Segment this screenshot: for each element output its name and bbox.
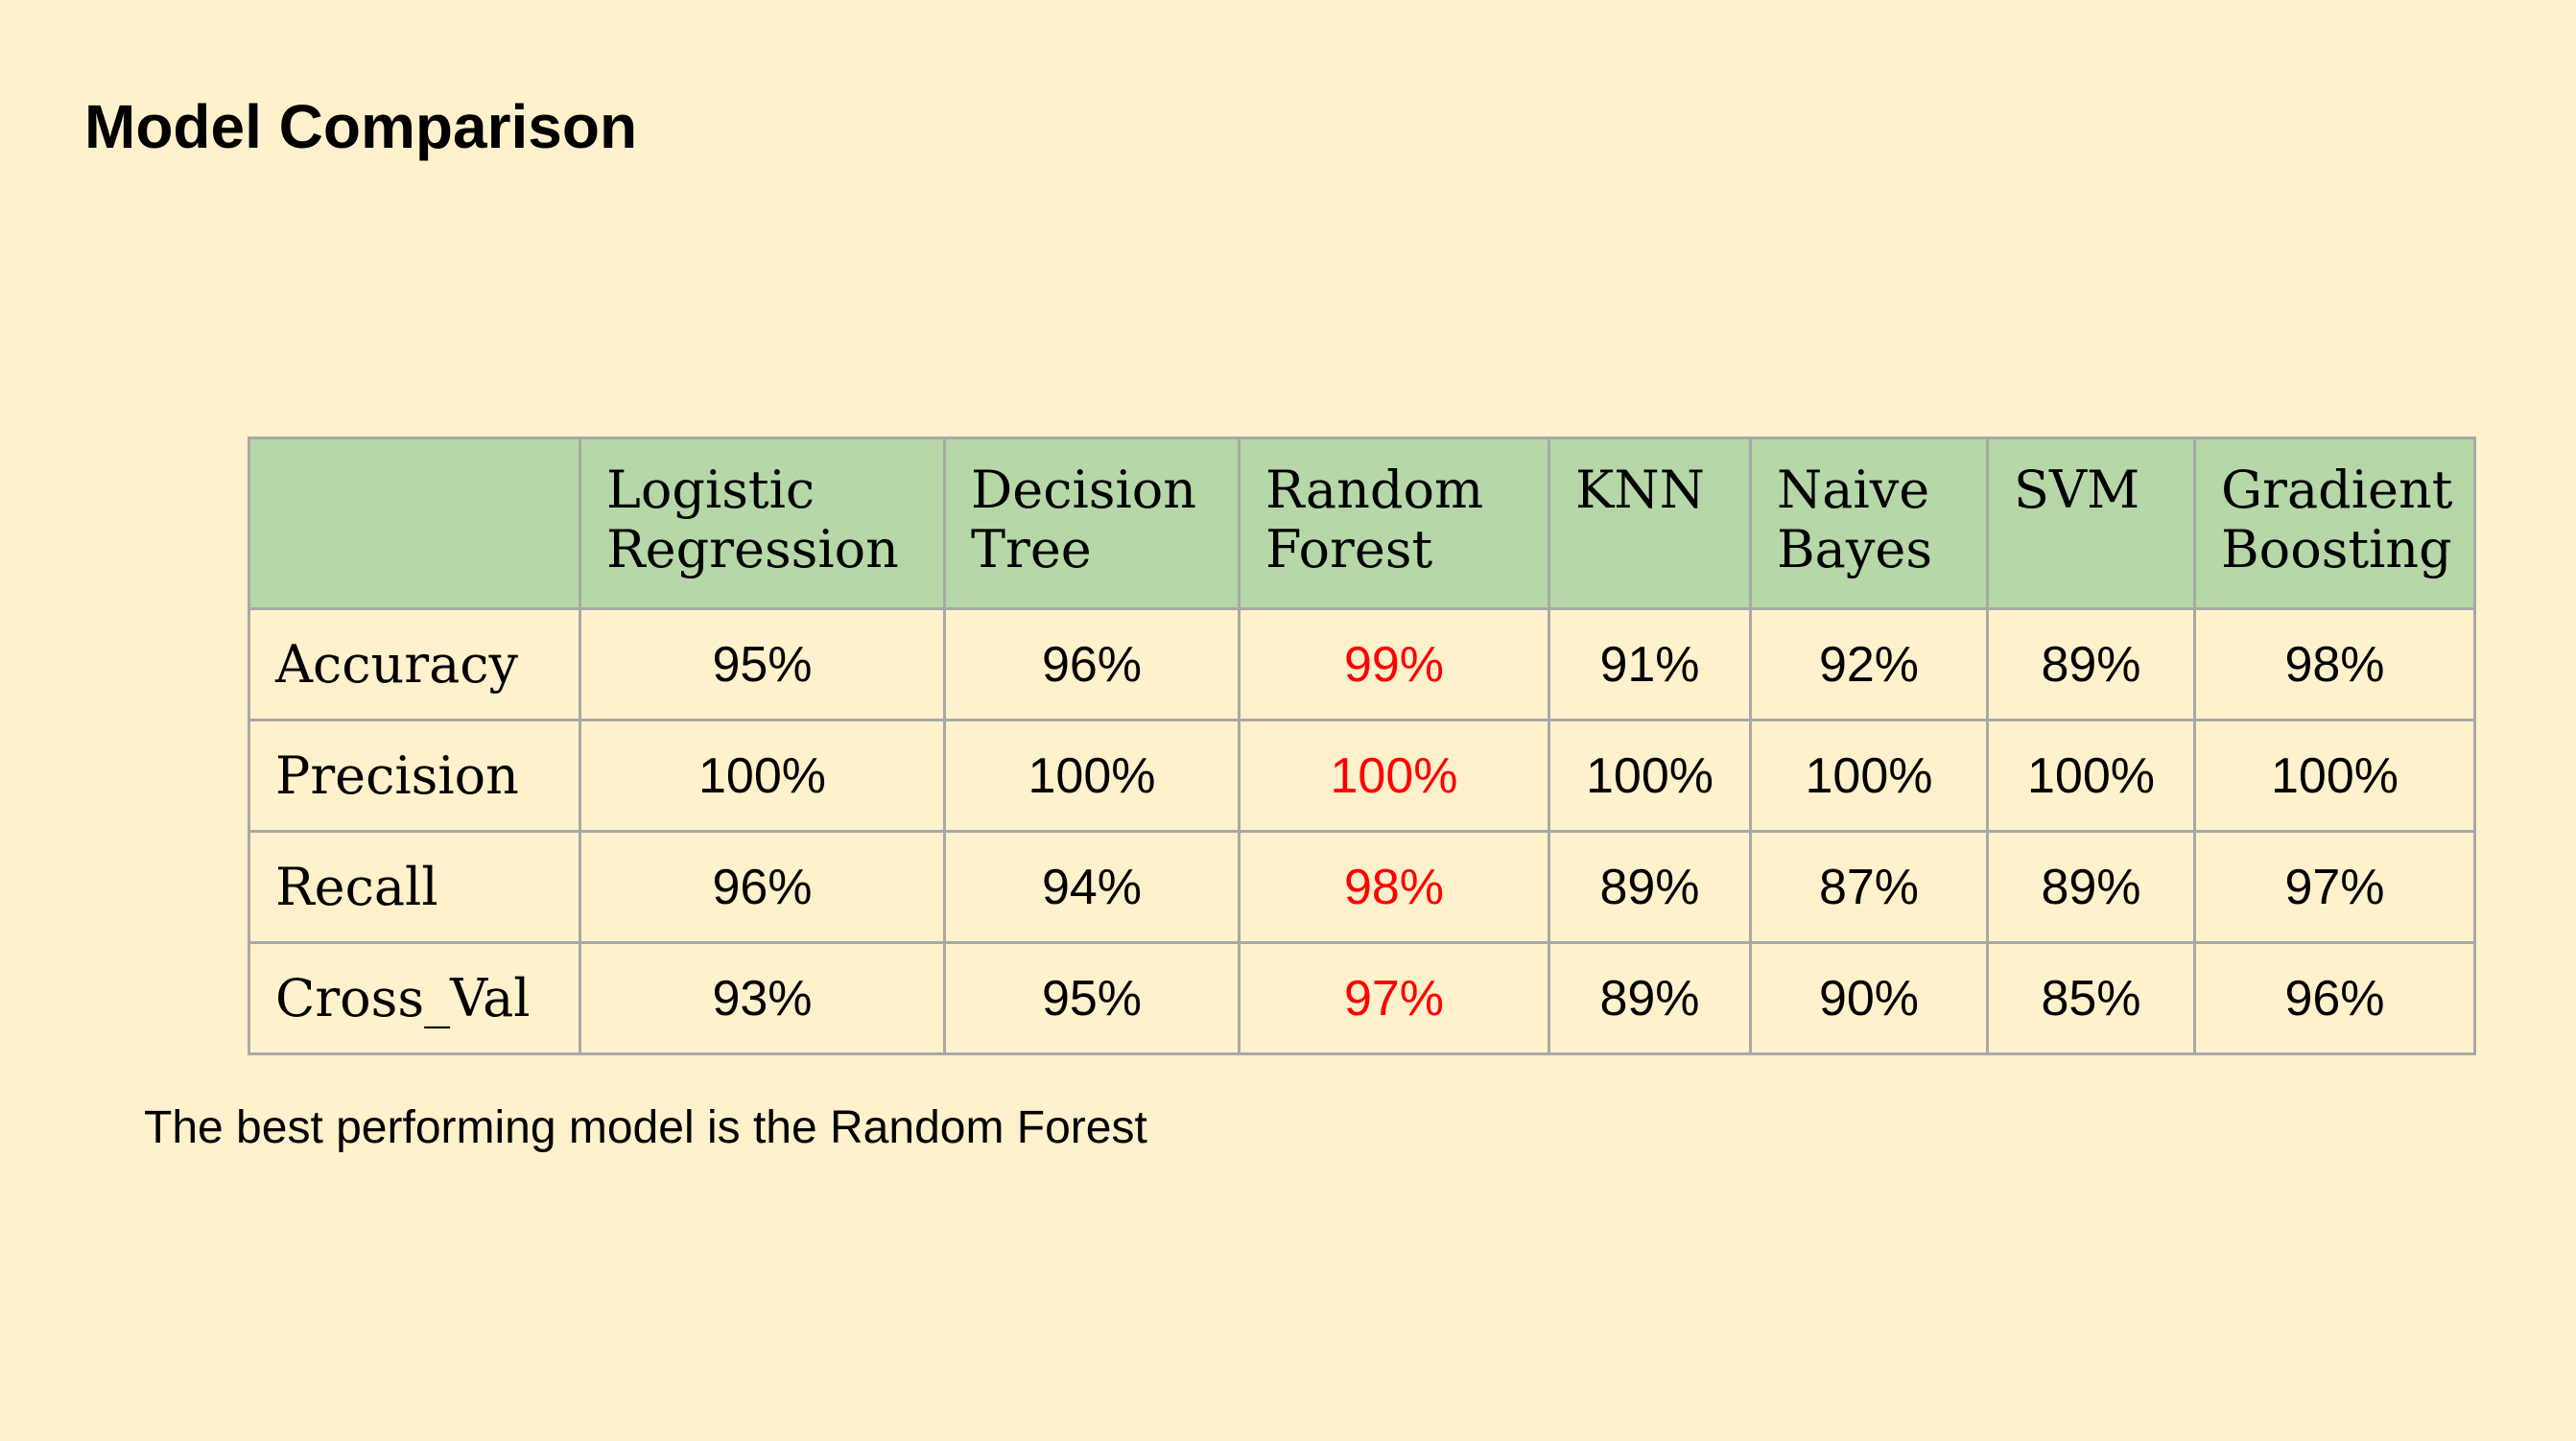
table-cell: 89%	[1986, 830, 2196, 944]
table-cell: 89%	[1548, 941, 1752, 1055]
table-cell: 93%	[579, 941, 946, 1055]
table-cell: 89%	[1548, 830, 1752, 944]
table-cell: 100%	[2193, 719, 2476, 833]
row-label: Precision	[248, 719, 581, 833]
table-cell-highlight: 97%	[1238, 941, 1550, 1055]
row-label: Recall	[248, 830, 581, 944]
table-cell-highlight: 98%	[1238, 830, 1550, 944]
header-logistic-regression: Logistic Regression	[579, 437, 946, 610]
table-cell: 91%	[1548, 607, 1752, 721]
table-cell: 92%	[1749, 607, 1989, 721]
table-cell-highlight: 100%	[1238, 719, 1550, 833]
conclusion-text: The best performing model is the Random …	[144, 1102, 1147, 1153]
table-cell: 94%	[943, 830, 1241, 944]
header-knn: KNN	[1548, 437, 1752, 610]
table-cell: 90%	[1749, 941, 1989, 1055]
header-decision-tree: Decision Tree	[943, 437, 1241, 610]
table-row-recall: Recall 96% 94% 98% 89% 87% 89% 97%	[248, 830, 2476, 944]
model-comparison-table: Logistic Regression Decision Tree Random…	[248, 437, 2476, 1055]
table-cell: 97%	[2193, 830, 2476, 944]
table-cell: 95%	[579, 607, 946, 721]
table-header-row: Logistic Regression Decision Tree Random…	[248, 437, 2476, 610]
table-cell: 98%	[2193, 607, 2476, 721]
table-cell: 87%	[1749, 830, 1989, 944]
table-cell: 100%	[943, 719, 1241, 833]
table-cell: 96%	[579, 830, 946, 944]
row-label: Cross_Val	[248, 941, 581, 1055]
header-naive-bayes: Naive Bayes	[1749, 437, 1989, 610]
header-gradient-boosting: Gradient Boosting	[2193, 437, 2476, 610]
table-cell: 100%	[1749, 719, 1989, 833]
slide-title: Model Comparison	[84, 92, 638, 161]
table-row-accuracy: Accuracy 95% 96% 99% 91% 92% 89% 98%	[248, 607, 2476, 721]
header-svm: SVM	[1986, 437, 2196, 610]
table-cell: 100%	[1986, 719, 2196, 833]
header-corner-cell	[248, 437, 581, 610]
table-cell: 100%	[579, 719, 946, 833]
table-cell: 96%	[2193, 941, 2476, 1055]
table-cell: 85%	[1986, 941, 2196, 1055]
table-row-precision: Precision 100% 100% 100% 100% 100% 100% …	[248, 719, 2476, 833]
header-random-forest: Random Forest	[1238, 437, 1550, 610]
table-cell-highlight: 99%	[1238, 607, 1550, 721]
row-label: Accuracy	[248, 607, 581, 721]
table-cell: 89%	[1986, 607, 2196, 721]
table-cell: 100%	[1548, 719, 1752, 833]
table-cell: 96%	[943, 607, 1241, 721]
table-row-cross-val: Cross_Val 93% 95% 97% 89% 90% 85% 96%	[248, 941, 2476, 1055]
table-cell: 95%	[943, 941, 1241, 1055]
